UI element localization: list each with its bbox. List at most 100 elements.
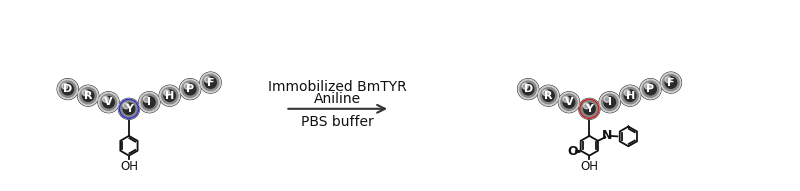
Text: F: F [206, 78, 214, 88]
Circle shape [645, 83, 656, 95]
Circle shape [82, 90, 88, 96]
Circle shape [139, 92, 160, 113]
Circle shape [119, 99, 138, 118]
Circle shape [202, 74, 218, 91]
Text: H: H [165, 91, 174, 101]
Circle shape [542, 90, 554, 101]
Circle shape [542, 90, 549, 96]
Circle shape [62, 83, 68, 89]
Circle shape [139, 92, 159, 112]
Circle shape [98, 92, 118, 112]
Circle shape [121, 101, 137, 117]
Circle shape [559, 92, 579, 112]
Circle shape [661, 72, 682, 93]
Circle shape [200, 72, 221, 93]
Text: R: R [544, 91, 553, 101]
Text: V: V [565, 97, 574, 107]
Circle shape [579, 98, 600, 119]
Circle shape [518, 79, 538, 100]
Circle shape [665, 77, 671, 83]
Circle shape [645, 83, 650, 89]
Circle shape [538, 85, 559, 106]
Circle shape [583, 103, 590, 109]
Circle shape [102, 97, 114, 108]
Circle shape [58, 79, 78, 100]
Circle shape [80, 88, 96, 104]
Text: P: P [646, 84, 654, 94]
Circle shape [59, 81, 76, 97]
Circle shape [580, 99, 599, 118]
Circle shape [599, 92, 620, 113]
Text: Y: Y [125, 104, 133, 114]
Circle shape [143, 97, 155, 108]
Circle shape [162, 88, 178, 104]
Text: O: O [567, 145, 578, 158]
Circle shape [143, 96, 150, 102]
Circle shape [141, 94, 158, 110]
Circle shape [563, 97, 574, 108]
Circle shape [640, 79, 661, 100]
Circle shape [520, 81, 536, 97]
Circle shape [661, 73, 681, 92]
Circle shape [118, 98, 139, 119]
Circle shape [662, 74, 679, 91]
Text: I: I [147, 97, 151, 107]
Circle shape [622, 88, 638, 104]
Text: H: H [626, 91, 634, 101]
Circle shape [522, 83, 528, 89]
Circle shape [160, 86, 180, 106]
Circle shape [561, 94, 577, 110]
Circle shape [164, 90, 170, 96]
Circle shape [123, 103, 129, 109]
Circle shape [583, 103, 595, 114]
Circle shape [558, 92, 579, 113]
Circle shape [581, 101, 598, 117]
Circle shape [205, 77, 210, 83]
Circle shape [540, 88, 557, 104]
Text: D: D [523, 84, 533, 94]
Text: N: N [602, 129, 613, 142]
Circle shape [182, 81, 198, 97]
Circle shape [624, 90, 636, 101]
Circle shape [58, 79, 78, 99]
Circle shape [201, 73, 221, 92]
Circle shape [641, 79, 661, 99]
Text: F: F [667, 78, 674, 88]
Circle shape [584, 104, 594, 114]
Circle shape [522, 83, 534, 95]
Circle shape [119, 99, 139, 119]
Circle shape [102, 96, 109, 102]
Circle shape [563, 96, 569, 102]
Text: R: R [84, 91, 92, 101]
Circle shape [124, 104, 134, 114]
Circle shape [620, 86, 640, 106]
Circle shape [180, 79, 200, 99]
Circle shape [620, 85, 641, 106]
Circle shape [538, 86, 558, 106]
Text: PBS buffer: PBS buffer [302, 115, 374, 129]
Circle shape [184, 83, 190, 89]
Circle shape [604, 97, 615, 108]
Circle shape [164, 90, 175, 101]
Text: OH: OH [580, 160, 598, 173]
Text: D: D [63, 84, 72, 94]
Circle shape [579, 99, 599, 119]
Circle shape [78, 86, 98, 106]
Circle shape [624, 90, 630, 96]
Circle shape [205, 77, 216, 88]
Circle shape [665, 77, 677, 88]
Circle shape [98, 92, 119, 113]
Circle shape [518, 79, 538, 99]
Circle shape [604, 96, 610, 102]
Circle shape [602, 94, 618, 110]
Circle shape [600, 92, 620, 112]
Circle shape [642, 81, 658, 97]
Circle shape [159, 85, 180, 106]
Circle shape [100, 94, 117, 110]
Circle shape [184, 83, 196, 95]
Text: OH: OH [120, 160, 138, 173]
Text: Aniline: Aniline [314, 92, 362, 106]
Circle shape [180, 79, 201, 100]
Text: Immobilized BmTYR: Immobilized BmTYR [268, 80, 407, 94]
Circle shape [62, 83, 74, 95]
